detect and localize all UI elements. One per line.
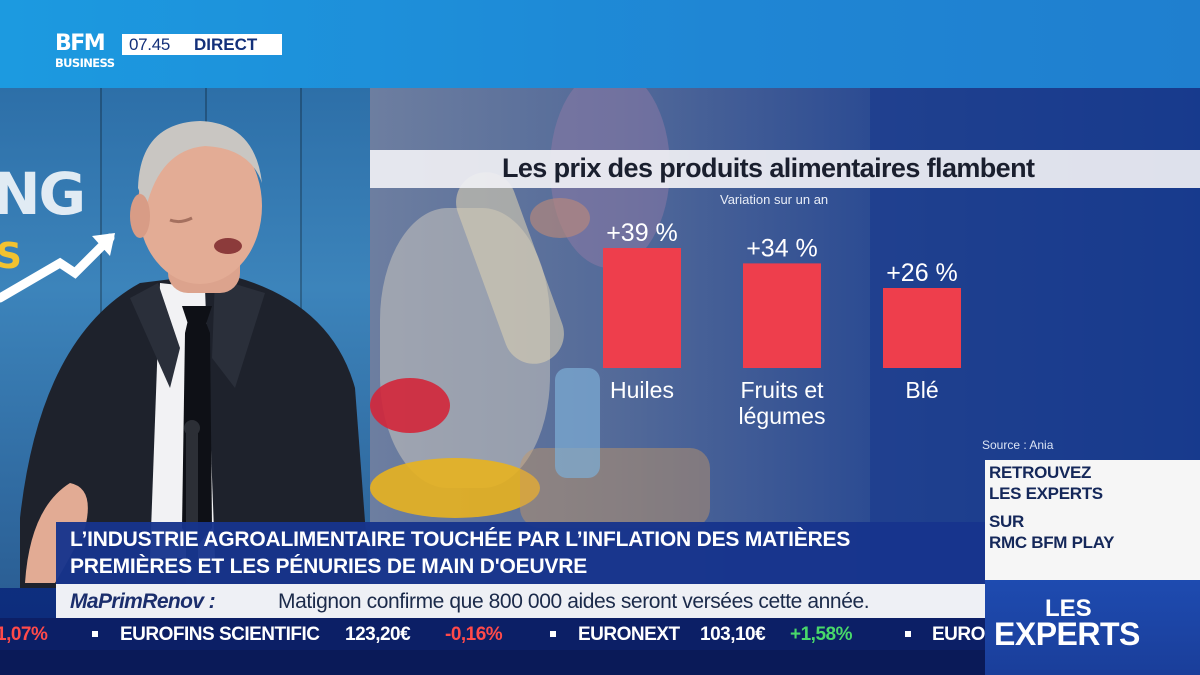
show-logo-line-2: EXPERTS (994, 616, 1140, 652)
ticker-item: 123,20€ (345, 624, 411, 645)
bar-category-label: Fruits et (740, 377, 824, 403)
stock-ticker: 1,07% EUROFINS SCIENTIFIC 123,20€ -0,16%… (0, 618, 985, 650)
promo-line-3: SUR (989, 512, 1024, 531)
headline-line-2: PREMIÈRES ET LES PÉNURIES DE MAIN D'OEUV… (70, 555, 588, 578)
ticker-item: +1,58% (790, 624, 852, 645)
live-label: DIRECT (194, 35, 258, 54)
ticker-separator (92, 631, 98, 637)
channel-logo-top: BFM (55, 31, 106, 56)
ticker-separator (550, 631, 556, 637)
live-clock: 07.45 DIRECT (122, 34, 282, 55)
channel-logo: BFM BUSINESS (55, 33, 119, 75)
chart-title-band (370, 150, 1200, 188)
ticker-item: -0,16% (445, 624, 503, 645)
promo-line-1: RETROUVEZ (989, 463, 1092, 482)
channel-logo-bottom: BUSINESS (55, 56, 115, 70)
promo-line-2: LES EXPERTS (989, 484, 1103, 503)
news-bar: MaPrimRenov : Matignon confirme que 800 … (56, 584, 985, 618)
bar-huiles (603, 248, 681, 368)
bar-category-label: Huiles (610, 377, 674, 403)
ticker-item: EUROFINS SCIENTIFIC (120, 624, 320, 645)
chart-subtitle: Variation sur un an (720, 192, 829, 207)
bar-value-label: +39 % (606, 219, 678, 247)
arrow-graphic (0, 233, 115, 303)
show-logo (985, 580, 1200, 675)
clock-time: 07.45 (129, 35, 171, 54)
chart-source: Source : Ania (982, 438, 1054, 452)
bar-value-label: +26 % (886, 259, 958, 287)
ticker-footer (0, 650, 985, 675)
bar-fruits-et-l-gumes (743, 263, 821, 368)
news-source: MaPrimRenov : (70, 590, 216, 613)
chart-title: Les prix des produits alimentaires flamb… (502, 153, 1035, 183)
backdrop-lettering: NG (0, 160, 86, 228)
headline-banner: L’INDUSTRIE AGROALIMENTAIRE TOUCHÉE PAR … (56, 522, 985, 584)
ticker-item: EURO (932, 624, 985, 645)
bar-value-label: +34 % (746, 234, 818, 262)
bar-category-label: Blé (905, 377, 938, 403)
news-text: Matignon confirme que 800 000 aides sero… (278, 590, 870, 613)
ticker-item: EURONEXT (578, 624, 680, 645)
bar-bl- (883, 288, 961, 368)
promo-box: RETROUVEZ LES EXPERTS SUR RMC BFM PLAY (985, 460, 1200, 580)
ticker-separator (905, 631, 911, 637)
ticker-item: 1,07% (0, 624, 48, 645)
promo-line-4: RMC BFM PLAY (989, 533, 1115, 552)
backdrop-lettering-2: S (0, 236, 22, 277)
bar-chart: +39 % Huiles +34 % Fruits et légumes +26 % Blé (590, 215, 990, 440)
show-logo-line-1: LES (1045, 595, 1092, 622)
bar-category-label: légumes (739, 403, 826, 429)
presenter (20, 121, 370, 588)
headline-line-1: L’INDUSTRIE AGROALIMENTAIRE TOUCHÉE PAR … (70, 528, 851, 551)
ticker-item: 103,10€ (700, 624, 766, 645)
